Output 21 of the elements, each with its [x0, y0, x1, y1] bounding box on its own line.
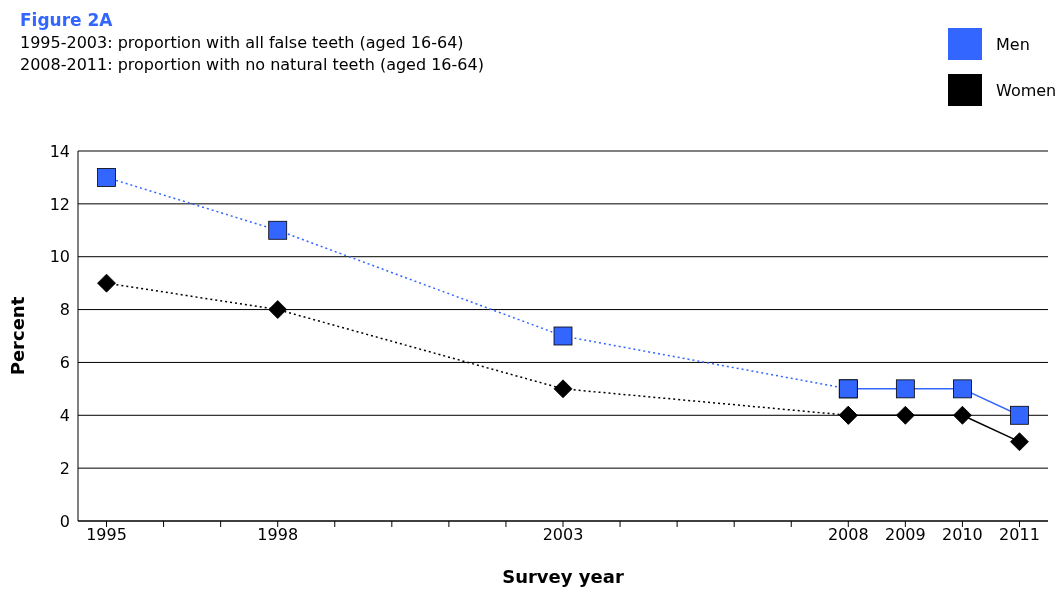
y-tick-label: 6 — [59, 353, 70, 373]
chart-title: Figure 2A — [20, 10, 113, 30]
y-tick-label: 14 — [49, 141, 70, 161]
x-axis-title: Survey year — [502, 566, 624, 587]
x-tick-label: 1998 — [257, 525, 299, 545]
x-tick-label: 2011 — [999, 525, 1040, 545]
y-tick-label: 12 — [49, 194, 70, 214]
legend-label: Men — [996, 34, 1031, 54]
y-tick-label: 8 — [59, 300, 70, 320]
legend-label: Women — [996, 80, 1057, 100]
y-tick-label: 10 — [49, 247, 70, 267]
x-tick-label: 2009 — [884, 525, 926, 545]
x-tick-label: 2010 — [942, 525, 983, 545]
y-tick-label: 0 — [59, 511, 70, 531]
x-tick-label: 1995 — [86, 525, 127, 545]
x-tick-label: 2003 — [542, 525, 584, 545]
y-tick-label: 4 — [59, 405, 70, 425]
y-axis-title: Percent — [7, 296, 29, 376]
y-tick-label: 2 — [59, 458, 70, 478]
chart-subtitle: 1995-2003: proportion with all false teeth (aged 16-64) 2008-2011: proportion with no natural teeth (aged 16-64) — [20, 32, 484, 76]
x-tick-label: 2008 — [827, 525, 869, 545]
